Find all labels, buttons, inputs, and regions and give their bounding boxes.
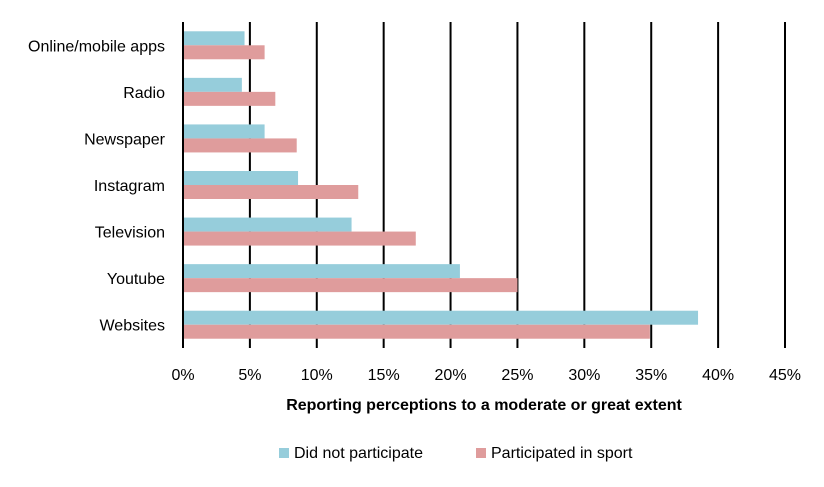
- bars: [183, 31, 699, 339]
- category-label-newspaper: Newspaper: [84, 131, 166, 148]
- x-tick-label: 30%: [568, 367, 600, 384]
- x-tick-label: 15%: [368, 367, 400, 384]
- x-tick-label: 35%: [635, 367, 667, 384]
- category-label-instagram: Instagram: [94, 178, 165, 195]
- bar-did-not-participate-instagram: [183, 171, 299, 185]
- legend-label-participated-in-sport: Participated in sport: [491, 445, 633, 462]
- bar-participated-in-sport-newspaper: [183, 138, 297, 153]
- x-tick-label: 25%: [501, 367, 533, 384]
- category-label-radio: Radio: [123, 85, 165, 102]
- category-label-websites: Websites: [99, 318, 165, 335]
- legend-swatch-did-not-participate: [279, 448, 289, 458]
- legend: Did not participate Participated in spor…: [279, 445, 633, 462]
- x-tick-label: 40%: [702, 367, 734, 384]
- category-labels: Online/mobile apps Radio Newspaper Instagra…: [28, 38, 166, 334]
- x-tick-label: 5%: [238, 367, 261, 384]
- bar-participated-in-sport-websites: [183, 324, 650, 339]
- bar-participated-in-sport-instagram: [183, 185, 359, 199]
- x-axis-title: Reporting perceptions to a moderate or g…: [286, 397, 682, 414]
- category-label-online-mobile-apps: Online/mobile apps: [28, 38, 165, 55]
- bar-participated-in-sport-youtube: [183, 278, 518, 293]
- bar-did-not-participate-radio: [183, 77, 242, 92]
- x-tick-labels: 0% 5% 10% 15% 20% 25% 30% 35% 40% 45%: [171, 367, 801, 384]
- category-label-television: Television: [95, 225, 165, 242]
- bar-participated-in-sport-radio: [183, 91, 276, 106]
- bar-participated-in-sport-online-mobile-apps: [183, 45, 265, 60]
- legend-swatch-participated-in-sport: [476, 448, 486, 458]
- legend-label-did-not-participate: Did not participate: [294, 445, 423, 462]
- gridlines: [248, 22, 786, 348]
- bar-did-not-participate-youtube: [183, 264, 460, 279]
- bar-participated-in-sport-television: [183, 231, 416, 246]
- x-tick-label: 45%: [769, 367, 801, 384]
- bar-did-not-participate-newspaper: [183, 124, 265, 139]
- bar-did-not-participate-websites: [183, 310, 699, 325]
- x-tick-label: 10%: [301, 367, 333, 384]
- x-tick-label: 0%: [171, 367, 194, 384]
- x-tick-label: 20%: [435, 367, 467, 384]
- category-label-youtube: Youtube: [107, 271, 165, 288]
- bar-did-not-participate-online-mobile-apps: [183, 31, 245, 46]
- bar-did-not-participate-television: [183, 217, 352, 232]
